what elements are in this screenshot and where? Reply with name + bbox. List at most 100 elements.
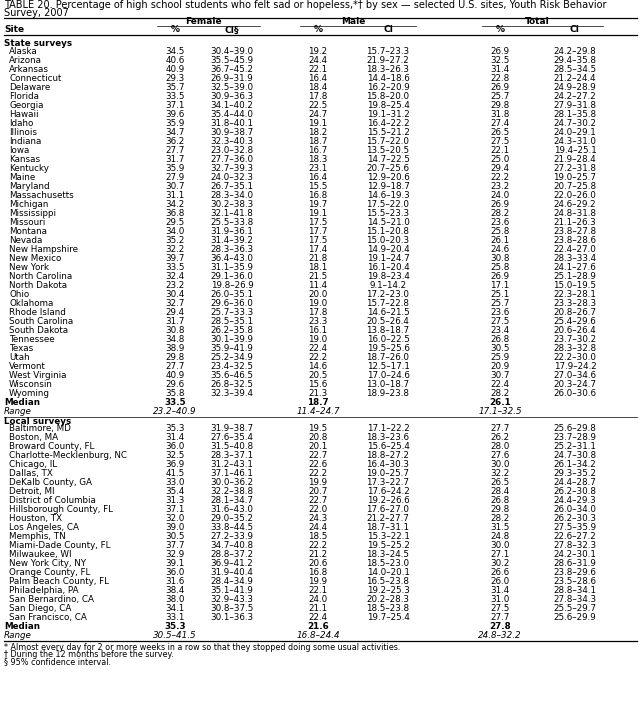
Text: 20.0: 20.0 xyxy=(308,290,328,298)
Text: 26.1: 26.1 xyxy=(489,397,511,407)
Text: Broward County, FL: Broward County, FL xyxy=(9,442,94,451)
Text: TABLE 20. Percentage of high school students who felt sad or hopeless,*† by sex : TABLE 20. Percentage of high school stud… xyxy=(4,0,606,10)
Text: 31.4: 31.4 xyxy=(490,586,510,596)
Text: 35.7: 35.7 xyxy=(165,83,185,92)
Text: 17.6–27.0: 17.6–27.0 xyxy=(367,505,410,514)
Text: 32.0: 32.0 xyxy=(165,514,185,523)
Text: 22.1: 22.1 xyxy=(308,65,328,74)
Text: Florida: Florida xyxy=(9,92,39,100)
Text: Montana: Montana xyxy=(9,226,47,236)
Text: %: % xyxy=(313,25,322,34)
Text: Houston, TX: Houston, TX xyxy=(9,514,62,523)
Text: 15.5: 15.5 xyxy=(308,182,328,191)
Text: 27.5: 27.5 xyxy=(490,317,510,325)
Text: 28.6–31.9: 28.6–31.9 xyxy=(554,559,596,568)
Text: 19.9: 19.9 xyxy=(308,478,328,487)
Text: 31.6: 31.6 xyxy=(165,577,185,586)
Text: 16.5–23.8: 16.5–23.8 xyxy=(367,577,410,586)
Text: 22.7: 22.7 xyxy=(308,496,328,505)
Text: 20.9: 20.9 xyxy=(490,362,510,371)
Text: South Carolina: South Carolina xyxy=(9,317,73,325)
Text: 29.1–36.0: 29.1–36.0 xyxy=(210,272,253,281)
Text: 26.9: 26.9 xyxy=(490,199,510,209)
Text: 25.7–33.3: 25.7–33.3 xyxy=(210,308,254,317)
Text: 16.4–22.2: 16.4–22.2 xyxy=(367,119,410,127)
Text: 26.2–35.8: 26.2–35.8 xyxy=(210,325,253,335)
Text: 16.4–30.3: 16.4–30.3 xyxy=(367,460,410,470)
Text: Wisconsin: Wisconsin xyxy=(9,379,53,389)
Text: 18.2: 18.2 xyxy=(308,127,328,137)
Text: 16.4: 16.4 xyxy=(308,74,328,83)
Text: 20.5–26.4: 20.5–26.4 xyxy=(367,317,410,325)
Text: 20.7–25.6: 20.7–25.6 xyxy=(367,164,410,173)
Text: 15.1–20.8: 15.1–20.8 xyxy=(367,226,410,236)
Text: Massachusetts: Massachusetts xyxy=(9,191,74,199)
Text: Male: Male xyxy=(341,17,365,26)
Text: 18.5–23.0: 18.5–23.0 xyxy=(367,559,410,568)
Text: 15.7–23.3: 15.7–23.3 xyxy=(367,47,410,55)
Text: 12.9–20.6: 12.9–20.6 xyxy=(367,173,410,182)
Text: 11.4–24.7: 11.4–24.7 xyxy=(296,407,340,416)
Text: 27.9–31.8: 27.9–31.8 xyxy=(553,100,597,110)
Text: 17.8: 17.8 xyxy=(308,308,328,317)
Text: 31.7: 31.7 xyxy=(165,317,185,325)
Text: 30.0–36.2: 30.0–36.2 xyxy=(210,478,254,487)
Text: 33.5: 33.5 xyxy=(165,92,185,100)
Text: 12.5–17.1: 12.5–17.1 xyxy=(367,362,410,371)
Text: 18.7–26.0: 18.7–26.0 xyxy=(367,352,410,362)
Text: 11.4: 11.4 xyxy=(308,281,328,290)
Text: 38.9: 38.9 xyxy=(165,344,185,352)
Text: Detroit, MI: Detroit, MI xyxy=(9,487,54,496)
Text: Memphis, TN: Memphis, TN xyxy=(9,532,65,541)
Text: Hawaii: Hawaii xyxy=(9,110,38,119)
Text: Alaska: Alaska xyxy=(9,47,38,55)
Text: 26.9–31.9: 26.9–31.9 xyxy=(211,74,253,83)
Text: Range: Range xyxy=(4,631,32,640)
Text: 17.9–24.2: 17.9–24.2 xyxy=(554,362,596,371)
Text: 14.9–20.4: 14.9–20.4 xyxy=(367,245,410,253)
Text: 24.7–30.2: 24.7–30.2 xyxy=(553,119,597,127)
Text: San Francisco, CA: San Francisco, CA xyxy=(9,613,87,622)
Text: 18.5–23.8: 18.5–23.8 xyxy=(367,604,410,613)
Text: 35.4: 35.4 xyxy=(165,487,185,496)
Text: 15.5–23.3: 15.5–23.3 xyxy=(367,209,410,218)
Text: 27.5: 27.5 xyxy=(490,137,510,146)
Text: 19.9: 19.9 xyxy=(308,577,328,586)
Text: 19.0–25.7: 19.0–25.7 xyxy=(553,173,597,182)
Text: 35.9: 35.9 xyxy=(165,119,185,127)
Text: 33.5: 33.5 xyxy=(165,263,185,272)
Text: 34.7: 34.7 xyxy=(165,127,185,137)
Text: 23.0–32.8: 23.0–32.8 xyxy=(210,146,254,154)
Text: 24.4: 24.4 xyxy=(308,523,328,532)
Text: 28.0: 28.0 xyxy=(490,442,510,451)
Text: Survey, 2007: Survey, 2007 xyxy=(4,8,69,18)
Text: 19.2–26.6: 19.2–26.6 xyxy=(367,496,410,505)
Text: 24.6–29.2: 24.6–29.2 xyxy=(554,199,596,209)
Text: 19.7: 19.7 xyxy=(308,199,328,209)
Text: 23.5–28.6: 23.5–28.6 xyxy=(553,577,597,586)
Text: 30.7: 30.7 xyxy=(165,182,185,191)
Text: 38.4: 38.4 xyxy=(165,586,185,596)
Text: 36.2: 36.2 xyxy=(165,137,185,146)
Text: 19.0: 19.0 xyxy=(308,298,328,308)
Text: 23.7–30.2: 23.7–30.2 xyxy=(553,335,597,344)
Text: 23.8–27.8: 23.8–27.8 xyxy=(553,226,597,236)
Text: 21.6: 21.6 xyxy=(307,622,329,631)
Text: 13.0–18.7: 13.0–18.7 xyxy=(367,379,410,389)
Text: 32.3–40.3: 32.3–40.3 xyxy=(210,137,254,146)
Text: 28.3–32.8: 28.3–32.8 xyxy=(553,344,597,352)
Text: 31.5–40.8: 31.5–40.8 xyxy=(210,442,254,451)
Text: 31.9–36.1: 31.9–36.1 xyxy=(210,226,253,236)
Text: 22.4: 22.4 xyxy=(490,379,510,389)
Text: 30.5: 30.5 xyxy=(490,344,510,352)
Text: Illinois: Illinois xyxy=(9,127,37,137)
Text: 23.8–29.6: 23.8–29.6 xyxy=(554,568,596,577)
Text: 25.2–34.9: 25.2–34.9 xyxy=(210,352,253,362)
Text: 24.0: 24.0 xyxy=(490,191,510,199)
Text: 35.5–45.9: 35.5–45.9 xyxy=(210,55,254,65)
Text: 22.1: 22.1 xyxy=(490,146,510,154)
Text: 17.5–22.0: 17.5–22.0 xyxy=(367,199,410,209)
Text: 19.1: 19.1 xyxy=(308,119,328,127)
Text: 24.0–32.3: 24.0–32.3 xyxy=(210,173,253,182)
Text: 25.1: 25.1 xyxy=(490,290,510,298)
